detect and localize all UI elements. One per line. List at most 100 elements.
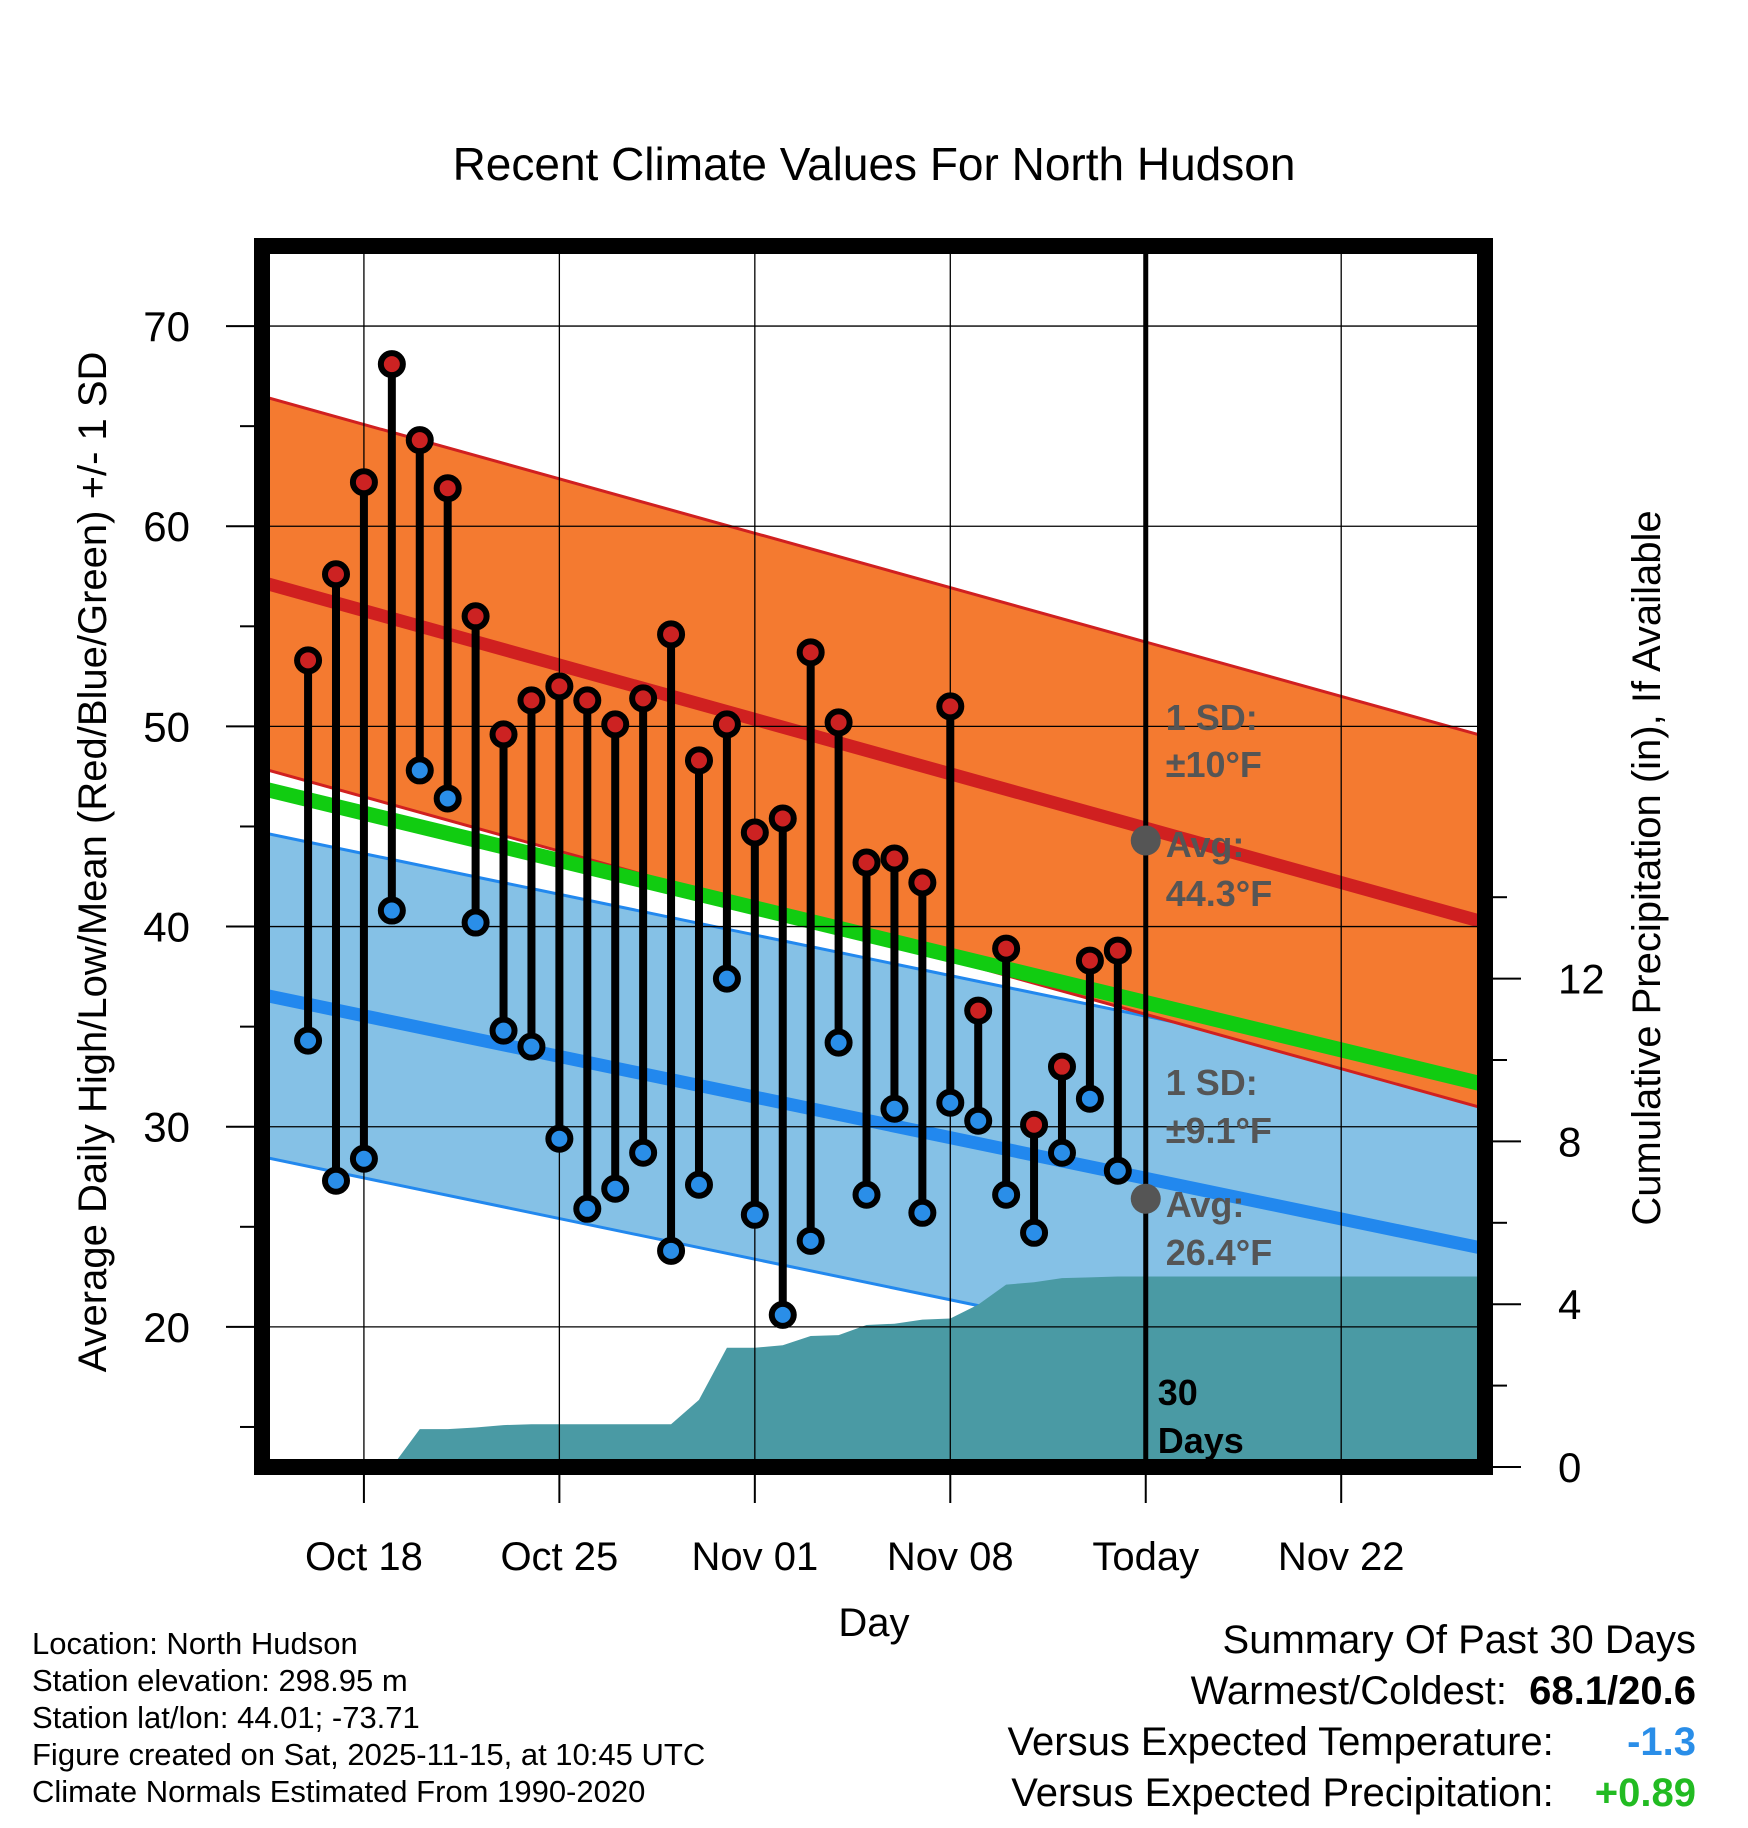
y-left-tick-label: 70 bbox=[143, 303, 190, 350]
high-temp-dot bbox=[321, 560, 350, 589]
high-temp-dot bbox=[629, 684, 658, 713]
high-temp-dot bbox=[768, 804, 797, 833]
y-left-tick-label: 40 bbox=[143, 904, 190, 951]
high-temp-dot bbox=[880, 844, 909, 873]
x-tick-label: Nov 22 bbox=[1278, 1535, 1405, 1579]
high-temp-dot bbox=[964, 996, 993, 1025]
low-temp-dot bbox=[573, 1194, 602, 1223]
location-text: Location: North Hudson bbox=[32, 1626, 358, 1661]
summary-panel: Summary Of Past 30 Days Warmest/Coldest:… bbox=[1008, 1615, 1696, 1819]
low-temp-dot bbox=[740, 1200, 769, 1229]
temp-label: Versus Expected Temperature: bbox=[1007, 1720, 1554, 1764]
low-temp-dot bbox=[712, 964, 741, 993]
y-right-tick-label: 0 bbox=[1558, 1444, 1581, 1491]
low-temp-dot bbox=[377, 896, 406, 925]
summary-title: Summary Of Past 30 Days bbox=[1222, 1618, 1696, 1662]
temp-value: -1.3 bbox=[1627, 1720, 1696, 1764]
warmest-value: 68.1/20.6 bbox=[1529, 1669, 1696, 1713]
x-tick-label: Nov 01 bbox=[691, 1535, 818, 1579]
high-temp-dot bbox=[294, 646, 323, 675]
high-mean-line bbox=[262, 576, 1485, 929]
high-temp-dot bbox=[992, 934, 1021, 963]
station-info: Location: North Hudson Station elevation… bbox=[32, 1625, 705, 1810]
low-temp-dot bbox=[908, 1198, 937, 1227]
low-temp-dot bbox=[964, 1106, 993, 1135]
chart-title: Recent Climate Values For North Hudson bbox=[453, 138, 1296, 190]
low-temp-dot bbox=[461, 908, 490, 937]
y-left-tick-label: 60 bbox=[143, 503, 190, 550]
annotation-line2: ±9.1°F bbox=[1166, 1110, 1272, 1151]
x-tick-label: Oct 25 bbox=[500, 1535, 618, 1579]
high-temp-dot bbox=[1103, 936, 1132, 965]
low-temp-dot bbox=[657, 1236, 686, 1265]
low-temp-dot bbox=[1047, 1138, 1076, 1167]
annotation-line2: ±10°F bbox=[1166, 744, 1262, 785]
y-right-tick-label: 4 bbox=[1558, 1281, 1581, 1328]
low-temp-dot bbox=[824, 1028, 853, 1057]
high-temp-dot bbox=[796, 638, 825, 667]
high-temp-dot bbox=[433, 474, 462, 503]
high-temp-dot bbox=[461, 602, 490, 631]
high-temp-dot bbox=[712, 710, 741, 739]
summary-warmest-row: Warmest/Coldest: 68.1/20.6 bbox=[1008, 1666, 1696, 1717]
summary-temp-row: Versus Expected Temperature: -1.3 bbox=[1008, 1717, 1696, 1768]
precip-value: +0.89 bbox=[1594, 1771, 1696, 1815]
y-axis-label-right: Cumulative Precipitation (in), If Availa… bbox=[1625, 510, 1669, 1225]
low-temp-dot bbox=[321, 1166, 350, 1195]
x-tick-label: Today bbox=[1092, 1535, 1199, 1579]
high-temp-dot bbox=[657, 620, 686, 649]
annotation-line1: 1 SD: bbox=[1166, 697, 1258, 738]
high-temp-dot bbox=[545, 672, 574, 701]
low-temp-dot bbox=[545, 1124, 574, 1153]
low-temp-dot bbox=[405, 756, 434, 785]
warmest-label: Warmest/Coldest: bbox=[1190, 1669, 1507, 1713]
low-temp-dot bbox=[852, 1180, 881, 1209]
low-temp-dot bbox=[768, 1300, 797, 1329]
high-temp-dot bbox=[684, 746, 713, 775]
low-temp-dot bbox=[294, 1026, 323, 1055]
x-tick-label: Nov 08 bbox=[887, 1535, 1014, 1579]
y-left-tick-label: 50 bbox=[143, 703, 190, 750]
low-temp-dot bbox=[936, 1088, 965, 1117]
annotation-line1: 30 bbox=[1158, 1372, 1198, 1413]
high-temp-dot bbox=[601, 710, 630, 739]
high-temp-dot bbox=[824, 708, 853, 737]
high-temp-dot bbox=[573, 686, 602, 715]
y-right-tick-label: 8 bbox=[1558, 1118, 1581, 1165]
low-temp-dot bbox=[992, 1180, 1021, 1209]
y-left-tick-label: 30 bbox=[143, 1104, 190, 1151]
low-temp-dot bbox=[517, 1032, 546, 1061]
high-temp-dot bbox=[377, 350, 406, 379]
plot-area bbox=[262, 246, 1485, 1467]
low-temp-dot bbox=[349, 1144, 378, 1173]
high-temp-dot bbox=[908, 868, 937, 897]
mean-line bbox=[262, 781, 1485, 1092]
high-temp-dot bbox=[1075, 946, 1104, 975]
low-mean-line bbox=[262, 988, 1485, 1256]
annotation-line2: 26.4°F bbox=[1166, 1232, 1272, 1273]
y-axis-label-left: Average Daily High/Low/Mean (Red/Blue/Gr… bbox=[71, 352, 115, 1373]
high-avg-marker bbox=[1130, 825, 1161, 856]
low-temp-dot bbox=[489, 1016, 518, 1045]
precip-area bbox=[280, 1276, 1485, 1467]
high-temp-dot bbox=[740, 818, 769, 847]
high-temp-dot bbox=[349, 468, 378, 497]
low-temp-dot bbox=[796, 1226, 825, 1255]
high-temp-dot bbox=[405, 426, 434, 455]
annotation-line2: 44.3°F bbox=[1166, 873, 1272, 914]
normals-text: Climate Normals Estimated From 1990-2020 bbox=[32, 1774, 646, 1809]
elevation-text: Station elevation: 298.95 m bbox=[32, 1663, 408, 1698]
x-tick-label: Oct 18 bbox=[305, 1535, 423, 1579]
high-sd-band-upper-edge bbox=[262, 394, 1485, 738]
plot-frame bbox=[254, 238, 1493, 1475]
high-temp-dot bbox=[1020, 1110, 1049, 1139]
annotation-line1: Avg: bbox=[1166, 1184, 1245, 1225]
low-temp-dot bbox=[1103, 1156, 1132, 1185]
low-temp-dot bbox=[601, 1174, 630, 1203]
high-temp-dot bbox=[489, 720, 518, 749]
high-temp-dot bbox=[517, 686, 546, 715]
annotation-line1: Avg: bbox=[1166, 824, 1245, 865]
low-temp-dot bbox=[1075, 1084, 1104, 1113]
low-temp-dot bbox=[1020, 1218, 1049, 1247]
